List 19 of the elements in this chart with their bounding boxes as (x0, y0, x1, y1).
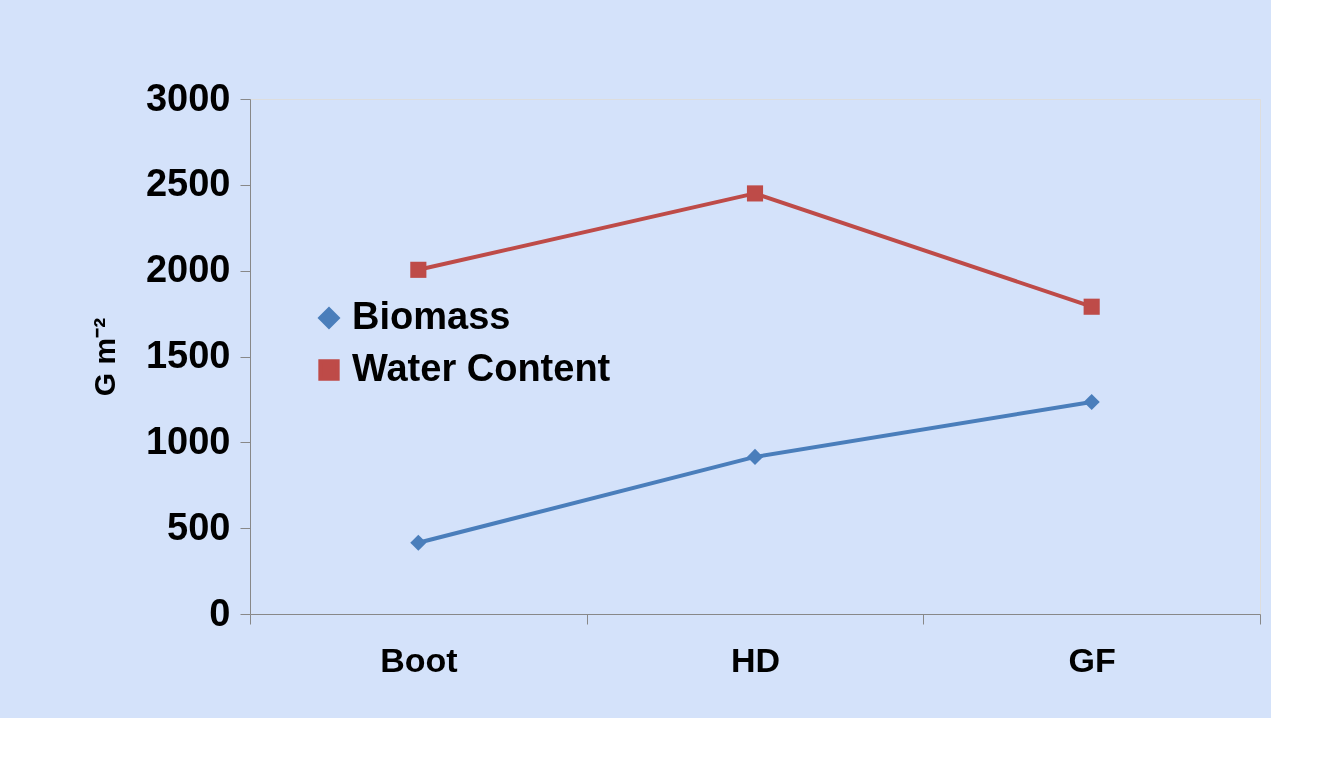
y-tick-label: 3000 (145, 76, 231, 119)
y-tick-label: 1000 (145, 419, 231, 462)
x-tick-label: HD (730, 640, 781, 679)
point (1083, 298, 1100, 315)
point (746, 448, 764, 465)
legend-label: Water Content (352, 347, 611, 389)
point (410, 261, 427, 278)
y-tick-label: 2000 (145, 248, 231, 291)
point (746, 185, 764, 202)
x-tick-label: GF (1068, 640, 1116, 679)
point (1083, 393, 1100, 411)
y-tick-label: 1500 (145, 334, 231, 376)
y-tick-label: 2500 (145, 162, 231, 205)
x-tick-label: Boot (380, 640, 458, 679)
point (410, 534, 427, 551)
legend-label: Biomass (352, 295, 511, 337)
y-axis-title: G m⁻² (87, 317, 121, 397)
y-tick-label: 0 (209, 591, 231, 634)
y-tick-label: 500 (167, 505, 231, 548)
